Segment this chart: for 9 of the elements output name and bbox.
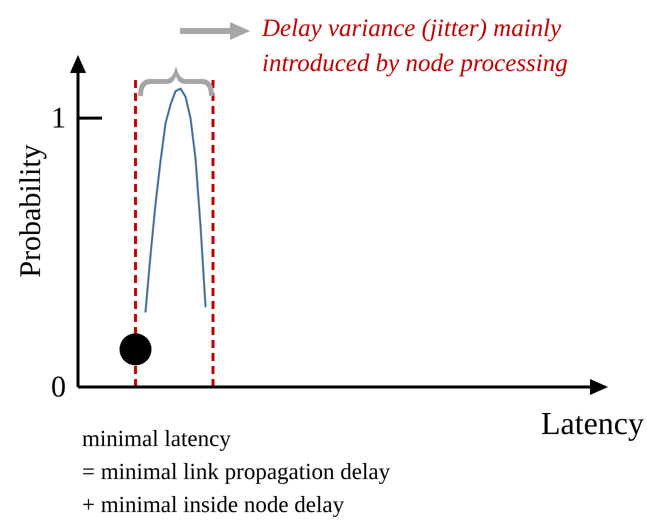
y-axis-title: Probability xyxy=(14,144,47,278)
text: minimal latency xyxy=(82,426,232,451)
y-tick-label: 1 xyxy=(51,102,66,135)
text: + minimal inside node delay xyxy=(82,492,345,517)
annotation: Delay variance (jitter) mainly introduced by node processing xyxy=(261,15,568,77)
line-series xyxy=(144,88,206,313)
x-axis-title: Latency xyxy=(540,405,644,441)
y-tick-label: 0 xyxy=(51,370,66,404)
text: = minimal link propagation delay xyxy=(82,459,391,484)
